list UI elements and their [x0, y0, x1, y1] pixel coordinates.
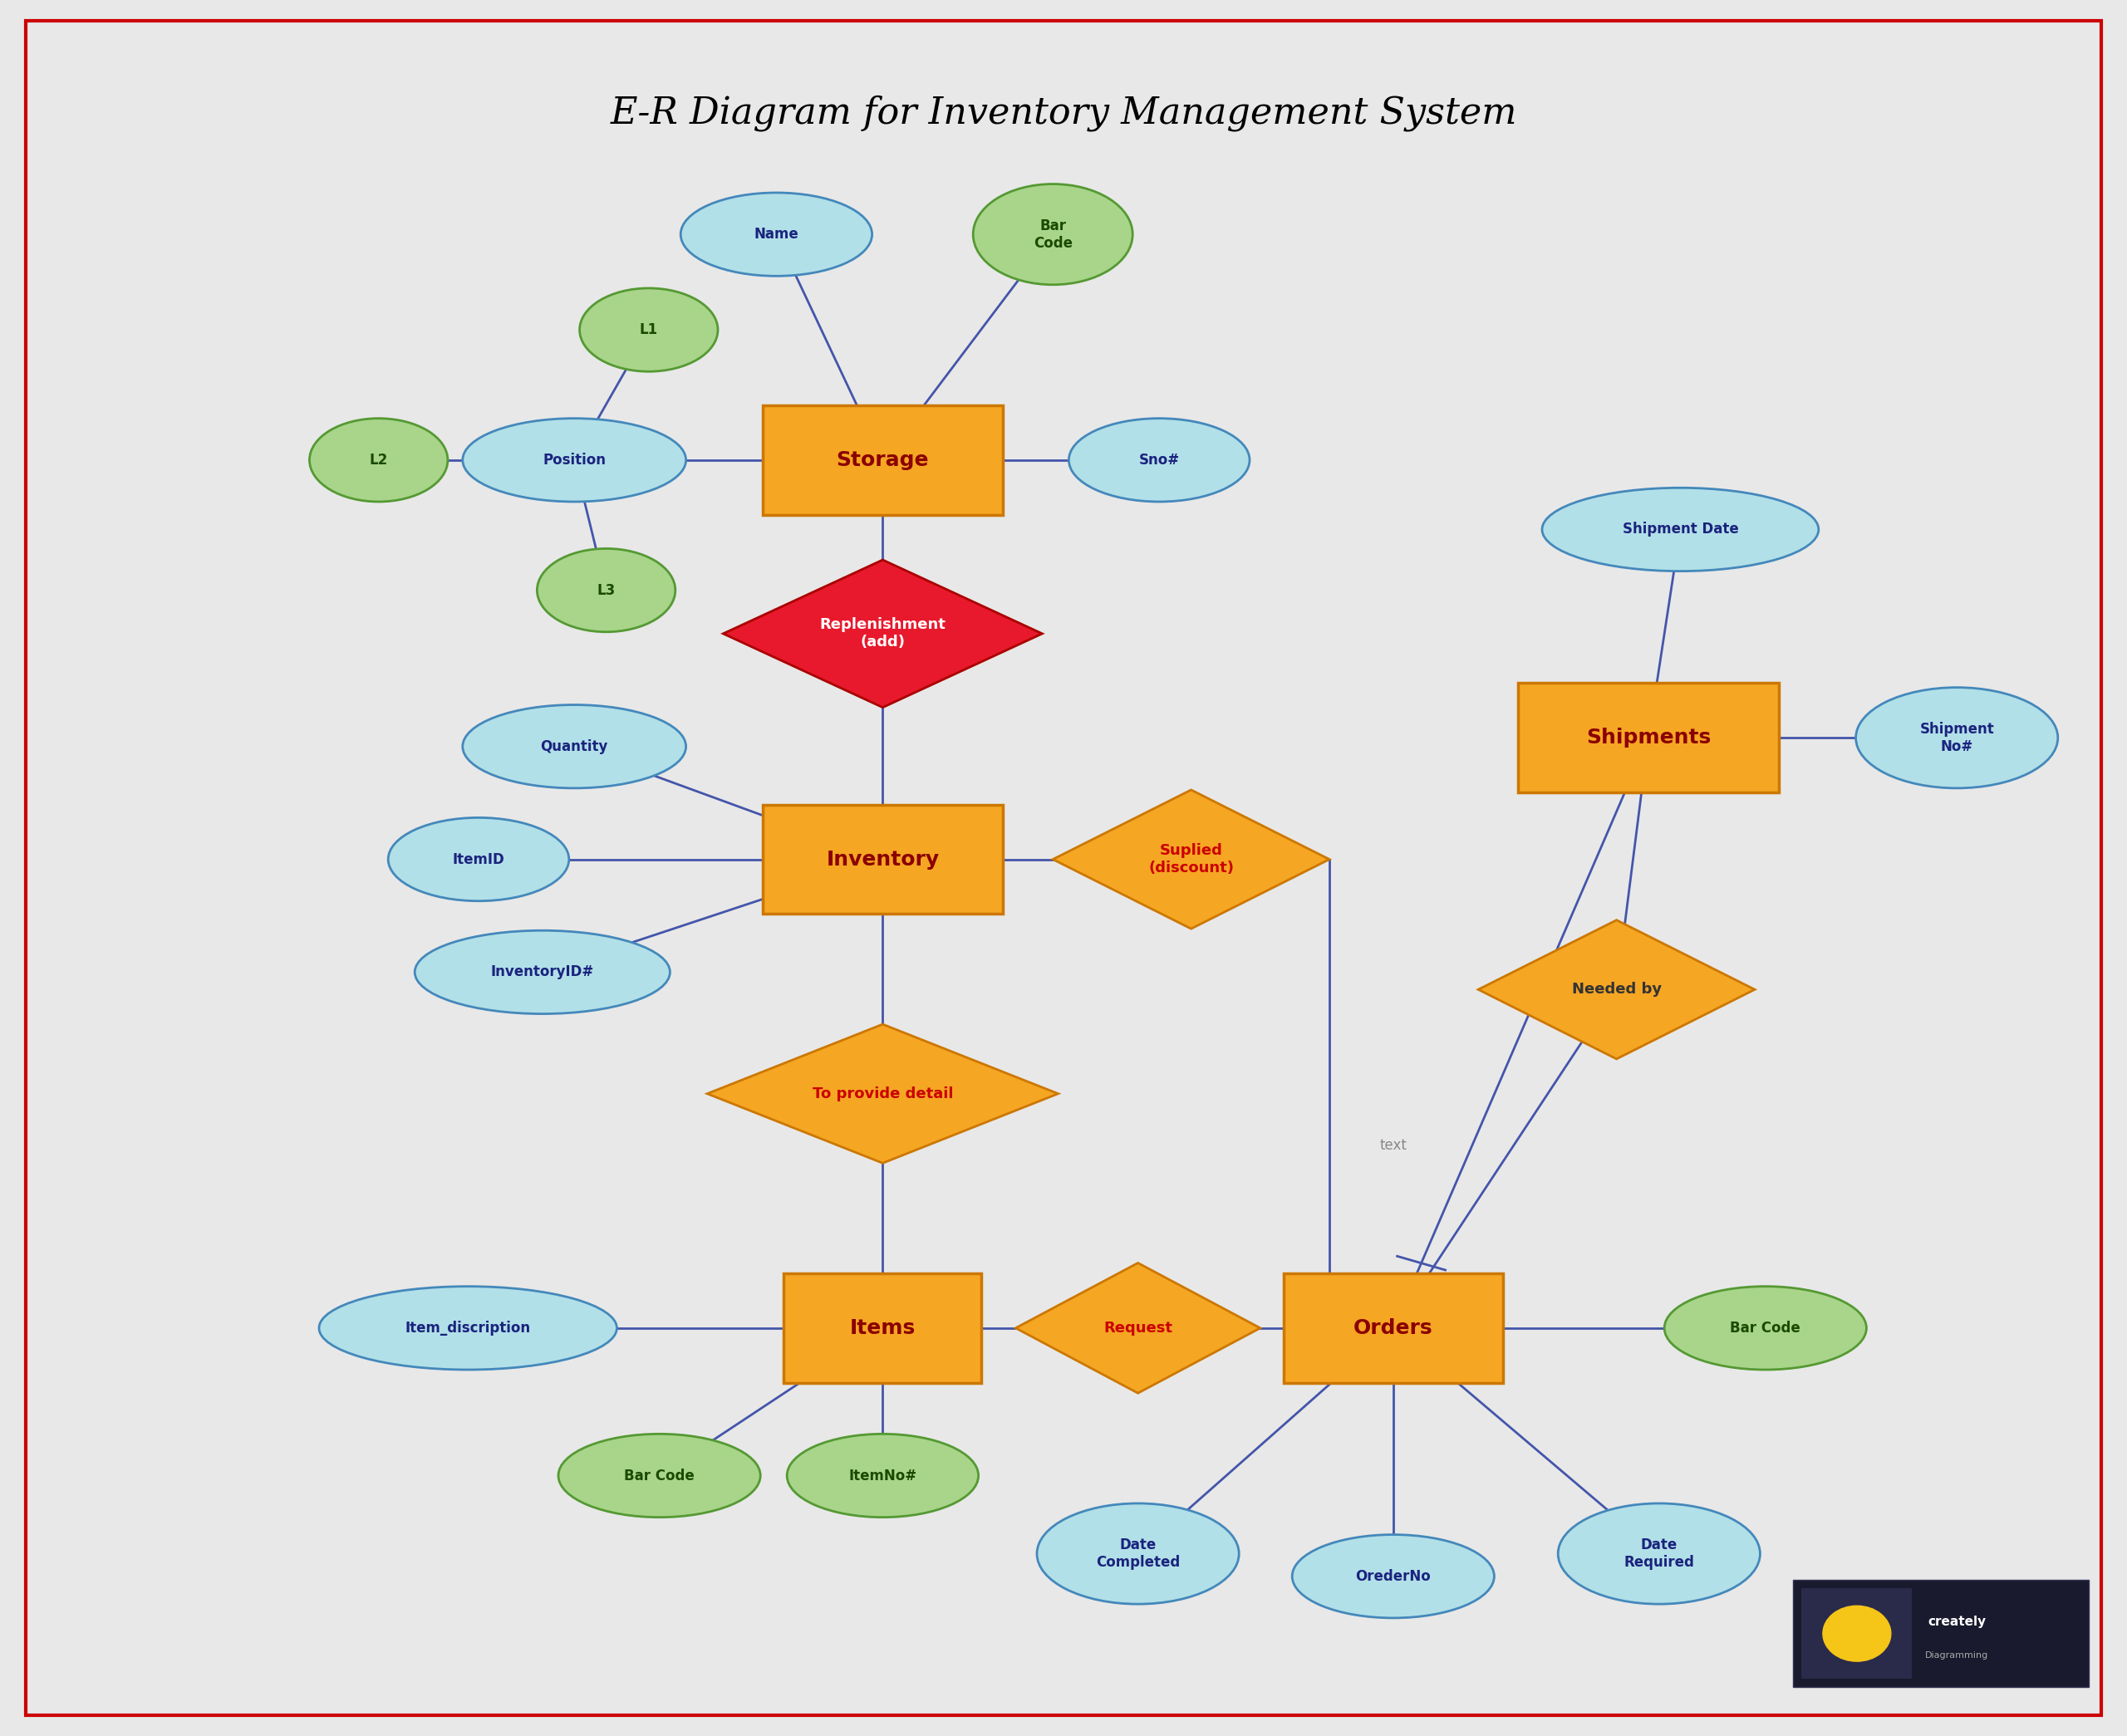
Ellipse shape: [464, 418, 685, 502]
Ellipse shape: [319, 1286, 617, 1370]
Ellipse shape: [1038, 1503, 1238, 1604]
Ellipse shape: [387, 818, 570, 901]
Text: Suplied
(discount): Suplied (discount): [1149, 844, 1234, 875]
Text: ItemID: ItemID: [453, 852, 504, 866]
Text: To provide detail: To provide detail: [813, 1087, 953, 1101]
Ellipse shape: [557, 1434, 761, 1517]
FancyBboxPatch shape: [1285, 1274, 1504, 1382]
Ellipse shape: [1663, 1286, 1868, 1370]
Text: Bar
Code: Bar Code: [1034, 219, 1072, 250]
FancyBboxPatch shape: [1519, 684, 1778, 793]
Text: Name: Name: [755, 227, 798, 241]
Polygon shape: [1053, 790, 1329, 929]
FancyBboxPatch shape: [764, 806, 1004, 915]
Polygon shape: [1017, 1264, 1261, 1392]
Text: Items: Items: [851, 1318, 915, 1338]
Ellipse shape: [415, 930, 670, 1014]
Ellipse shape: [536, 549, 676, 632]
Text: Request: Request: [1104, 1321, 1172, 1335]
Text: Date
Required: Date Required: [1623, 1538, 1695, 1569]
Circle shape: [1823, 1606, 1891, 1661]
Text: Shipments: Shipments: [1587, 727, 1710, 748]
Text: Needed by: Needed by: [1572, 983, 1661, 996]
Text: E-R Diagram for Inventory Management System: E-R Diagram for Inventory Management Sys…: [610, 95, 1517, 130]
Text: InventoryID#: InventoryID#: [491, 965, 593, 979]
Text: text: text: [1380, 1139, 1406, 1153]
Text: Sno#: Sno#: [1138, 453, 1180, 467]
Polygon shape: [1478, 920, 1755, 1059]
Text: Shipment
No#: Shipment No#: [1919, 722, 1995, 753]
Ellipse shape: [311, 418, 449, 502]
Text: ItemNo#: ItemNo#: [849, 1469, 917, 1483]
Ellipse shape: [787, 1434, 978, 1517]
Text: L2: L2: [370, 453, 387, 467]
Text: L1: L1: [640, 323, 657, 337]
Text: creately: creately: [1927, 1614, 1987, 1628]
Text: Replenishment
(add): Replenishment (add): [819, 618, 947, 649]
Text: Bar Code: Bar Code: [623, 1469, 696, 1483]
Ellipse shape: [974, 184, 1134, 285]
Text: Inventory: Inventory: [825, 849, 940, 870]
Polygon shape: [723, 561, 1042, 708]
FancyBboxPatch shape: [1802, 1588, 1912, 1679]
Ellipse shape: [579, 288, 719, 372]
Ellipse shape: [1070, 418, 1251, 502]
Text: Quantity: Quantity: [540, 740, 608, 753]
FancyBboxPatch shape: [785, 1274, 983, 1382]
Text: Item_discription: Item_discription: [404, 1321, 532, 1335]
Text: Orders: Orders: [1353, 1318, 1434, 1338]
Text: L3: L3: [598, 583, 615, 597]
Text: Shipment Date: Shipment Date: [1623, 523, 1738, 536]
Text: Date
Completed: Date Completed: [1095, 1538, 1180, 1569]
FancyBboxPatch shape: [1793, 1580, 2089, 1687]
Text: Position: Position: [542, 453, 606, 467]
Ellipse shape: [1293, 1535, 1495, 1618]
Ellipse shape: [1857, 687, 2059, 788]
Text: Storage: Storage: [836, 450, 929, 470]
Text: Diagramming: Diagramming: [1925, 1651, 1989, 1660]
Ellipse shape: [1542, 488, 1819, 571]
Ellipse shape: [464, 705, 685, 788]
FancyBboxPatch shape: [764, 406, 1004, 516]
Text: OrederNo: OrederNo: [1355, 1569, 1431, 1583]
Ellipse shape: [681, 193, 872, 276]
Polygon shape: [706, 1024, 1059, 1163]
Text: Bar Code: Bar Code: [1729, 1321, 1802, 1335]
Ellipse shape: [1559, 1503, 1761, 1604]
